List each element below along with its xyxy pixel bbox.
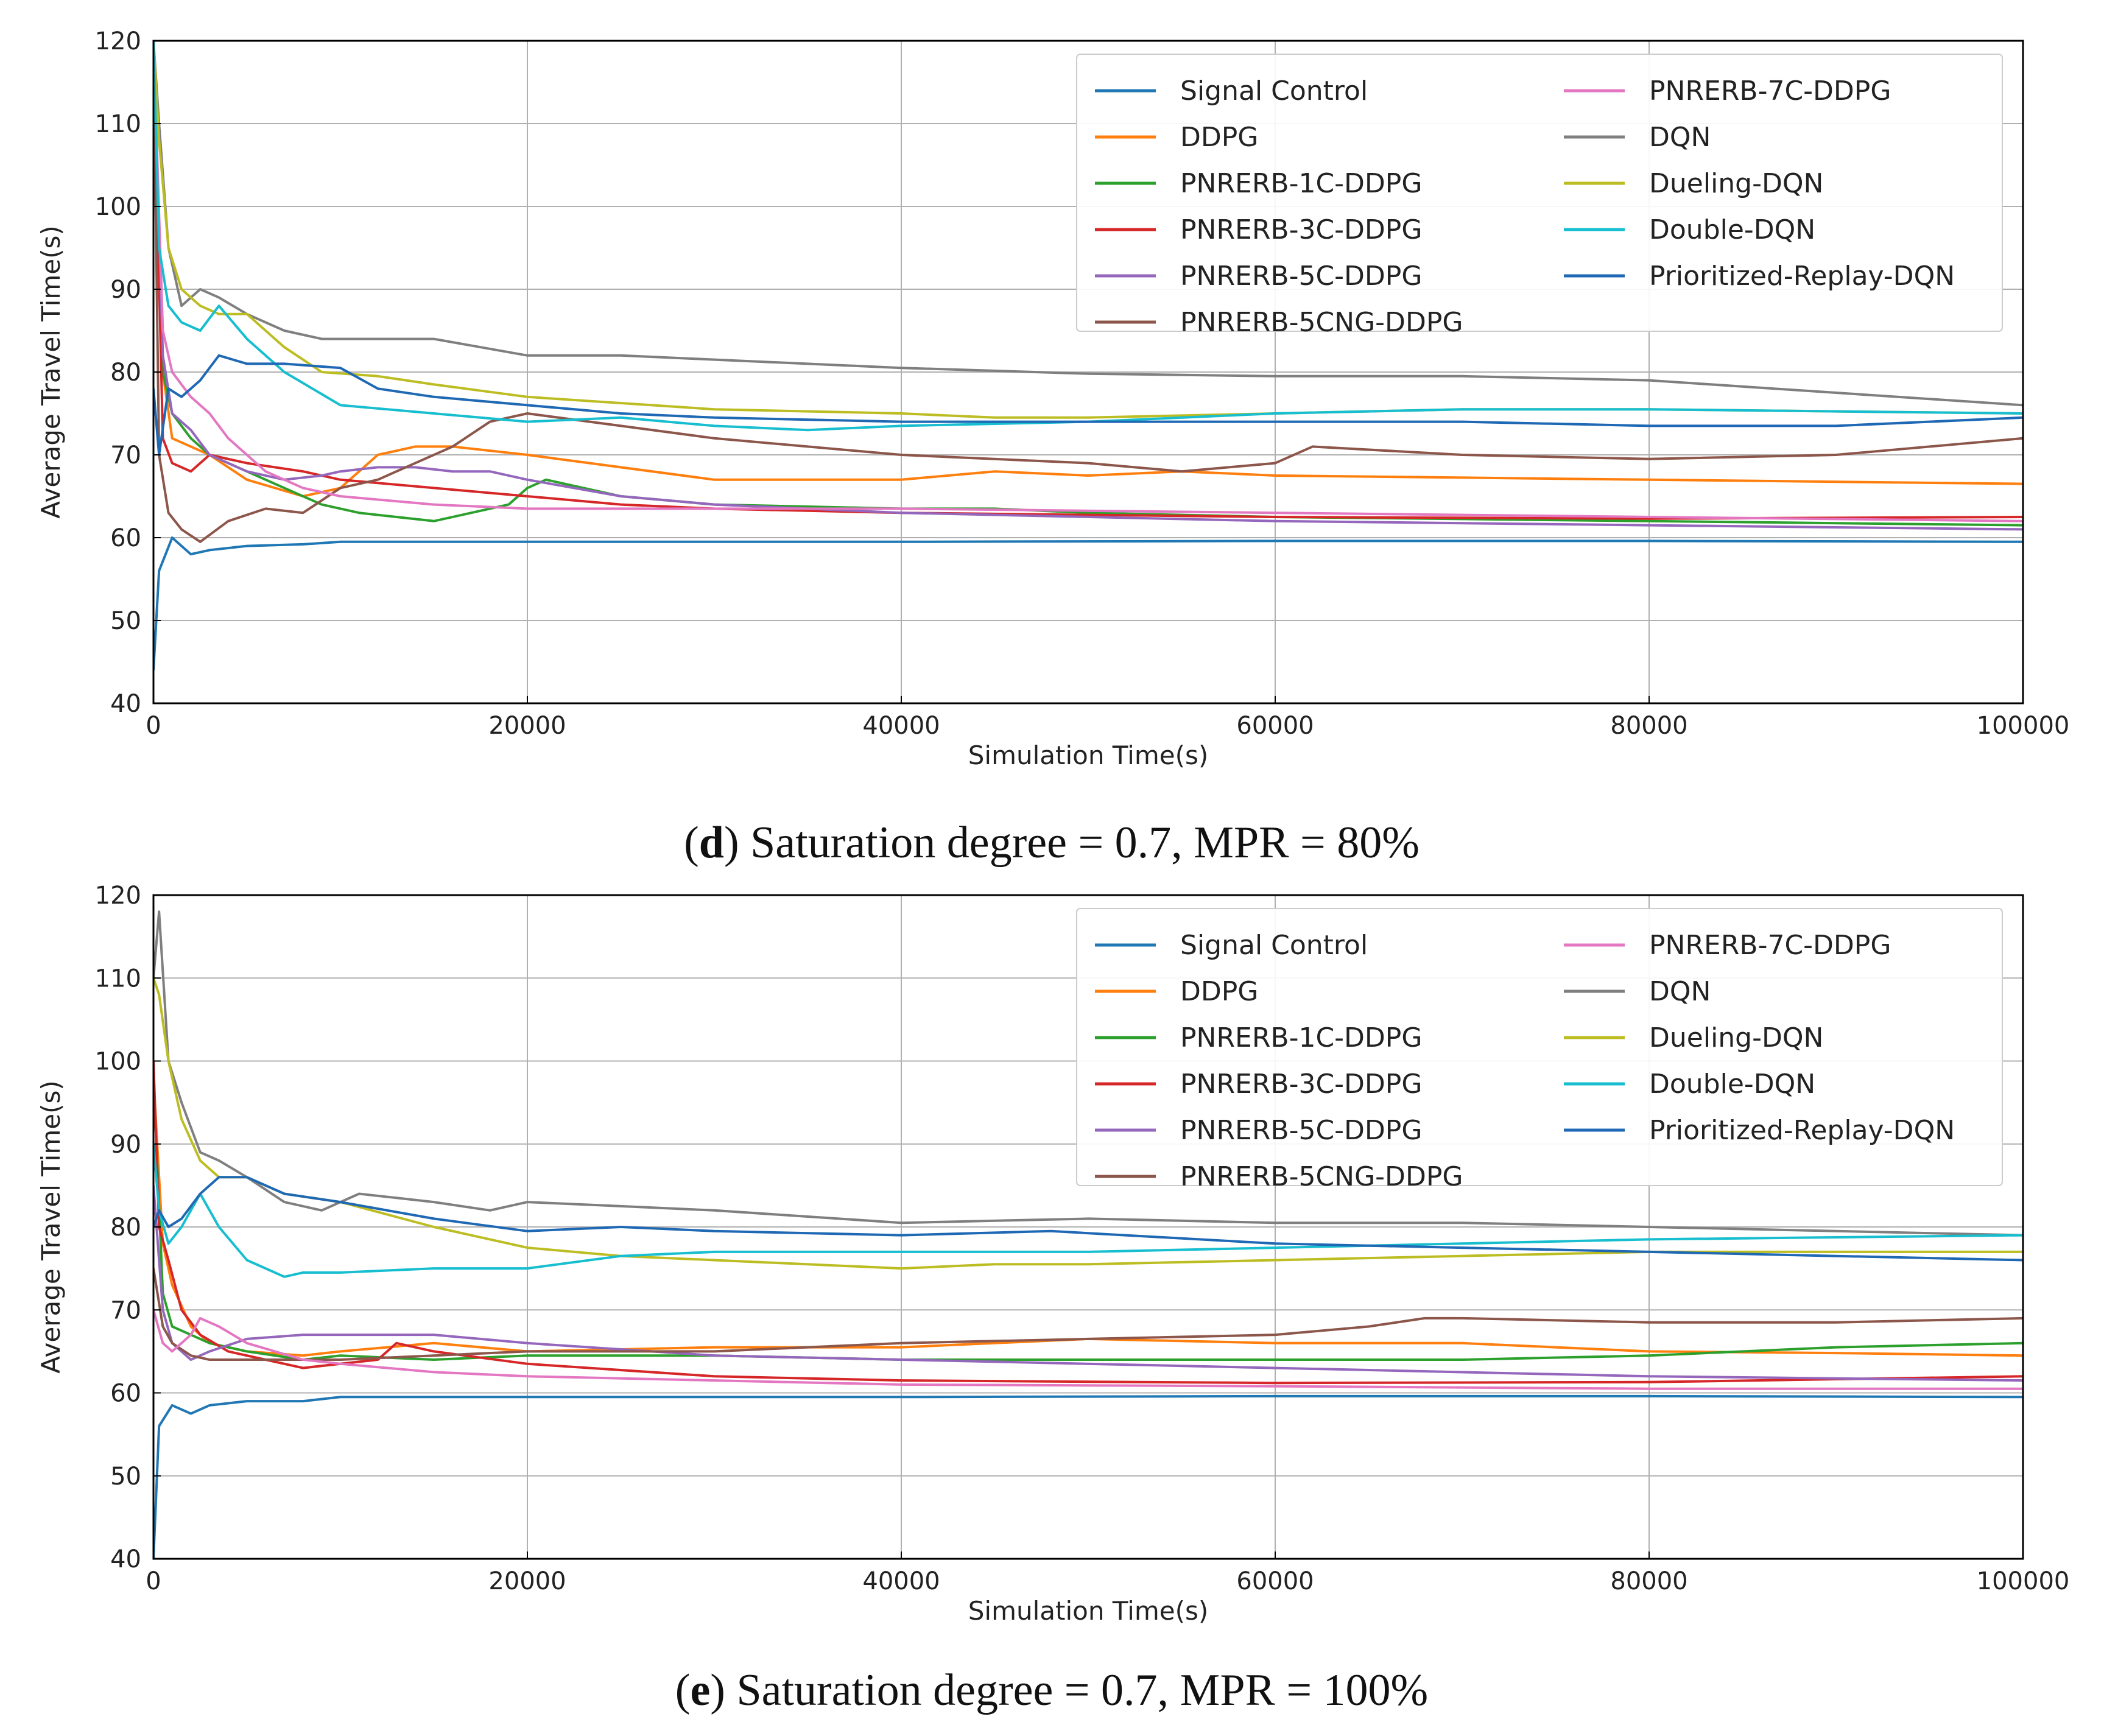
series-line-dueling-dqn: [153, 977, 2023, 1270]
series-line-prioritized-replay-dqn: [153, 1176, 2023, 1262]
legend-label: PNRERB-3C-DDPG: [1180, 214, 1422, 245]
legend-label: Signal Control: [1180, 76, 1368, 107]
series-line-pnrerb-7c-ddpg: [153, 1309, 2023, 1390]
legend-label: DQN: [1649, 122, 1711, 153]
y-tick-label: 90: [110, 1131, 141, 1159]
legend-label: DDPG: [1180, 122, 1258, 153]
y-tick-label: 80: [110, 1214, 141, 1242]
x-tick-label: 60000: [1236, 712, 1314, 740]
series-line-prioritized-replay-dqn: [153, 354, 2023, 456]
x-tick-label: 80000: [1610, 1567, 1687, 1595]
series-line-dqn: [153, 910, 2023, 1237]
x-tick-label: 40000: [862, 712, 940, 740]
x-axis-label: Simulation Time(s): [968, 740, 1209, 770]
legend-label: PNRERB-5C-DDPG: [1180, 261, 1422, 292]
x-tick-label: 100000: [1977, 1567, 2070, 1595]
series-line-double-dqn: [153, 41, 2023, 432]
legend-label: PNRERB-5C-DDPG: [1180, 1115, 1422, 1146]
y-tick-label: 80: [110, 359, 141, 387]
y-tick-label: 100: [95, 1048, 141, 1076]
y-tick-label: 120: [95, 882, 141, 910]
y-tick-label: 60: [110, 1380, 141, 1408]
series-line-pnrerb-3c-ddpg: [153, 41, 2023, 520]
legend-label: PNRERB-3C-DDPG: [1180, 1069, 1422, 1100]
series-group: [153, 41, 2023, 670]
y-tick-label: 50: [110, 1463, 141, 1491]
legend-label: PNRERB-7C-DDPG: [1649, 930, 1891, 961]
legend-label: PNRERB-7C-DDPG: [1649, 76, 1891, 107]
legend-label: PNRERB-5CNG-DDPG: [1180, 1161, 1463, 1192]
legend-label: Dueling-DQN: [1649, 1022, 1823, 1053]
panel-caption: (e) Saturation degree = 0.7, MPR = 100%: [675, 1665, 1428, 1715]
x-axis-label: Simulation Time(s): [968, 1596, 1209, 1626]
legend-label: PNRERB-1C-DDPG: [1180, 1022, 1422, 1053]
y-tick-label: 90: [110, 276, 141, 304]
y-axis-label: Average Travel Time(s): [36, 1080, 66, 1373]
series-line-pnrerb-7c-ddpg: [153, 41, 2023, 522]
series-line-pnrerb-5cng-ddpg: [153, 1268, 2023, 1361]
y-tick-label: 40: [110, 690, 141, 718]
panel-d: 0 20000 40000 60000 80000 100000 40 50 60 70 80 90 1…: [36, 27, 2069, 868]
x-tick-label: 80000: [1610, 712, 1687, 740]
legend-label: Signal Control: [1180, 930, 1368, 961]
y-axis-label: Average Travel Time(s): [36, 225, 66, 518]
panel-e: 0 20000 40000 60000 80000 100000 40 50 60 70 80 90 1…: [36, 882, 2069, 1715]
series-line-pnrerb-3c-ddpg: [153, 1061, 2023, 1385]
series-group: [153, 910, 2023, 1559]
y-tick-label: 70: [110, 441, 141, 469]
legend-label: Prioritized-Replay-DQN: [1649, 261, 1955, 292]
x-tick-label: 20000: [488, 1567, 566, 1595]
series-line-double-dqn: [153, 1144, 2023, 1278]
legend-label: PNRERB-1C-DDPG: [1180, 168, 1422, 199]
x-tick-label: 0: [146, 1567, 161, 1595]
series-line-ddpg: [153, 41, 2023, 497]
y-tick-label: 110: [95, 965, 141, 993]
panel-caption: (d) Saturation degree = 0.7, MPR = 80%: [684, 818, 1420, 868]
y-tick-label: 120: [95, 27, 141, 55]
series-line-signal-control: [153, 536, 2023, 670]
legend-label: PNRERB-5CNG-DDPG: [1180, 307, 1463, 338]
legend-label: Double-DQN: [1649, 1069, 1815, 1100]
legend-box: [1076, 908, 2003, 1186]
y-tick-label: 40: [110, 1545, 141, 1573]
y-tick-label: 70: [110, 1296, 141, 1324]
series-line-pnrerb-5c-ddpg: [153, 41, 2023, 531]
legend-label: DDPG: [1180, 976, 1258, 1007]
y-tick-label: 50: [110, 607, 141, 635]
legend-label: Double-DQN: [1649, 214, 1815, 245]
legend-box: [1076, 54, 2003, 332]
y-tick-label: 110: [95, 110, 141, 138]
series-line-pnrerb-5cng-ddpg: [153, 41, 2023, 543]
x-tick-label: 60000: [1236, 1567, 1314, 1595]
y-tick-label: 100: [95, 193, 141, 221]
x-tick-label: 20000: [488, 712, 566, 740]
legend-label: Prioritized-Replay-DQN: [1649, 1115, 1955, 1146]
y-tick-label: 60: [110, 524, 141, 552]
x-tick-label: 100000: [1977, 712, 2070, 740]
x-tick-label: 40000: [862, 1567, 940, 1595]
x-tick-label: 0: [146, 712, 161, 740]
legend-label: DQN: [1649, 976, 1711, 1007]
legend-label: Dueling-DQN: [1649, 168, 1823, 199]
series-line-signal-control: [153, 1394, 2023, 1559]
